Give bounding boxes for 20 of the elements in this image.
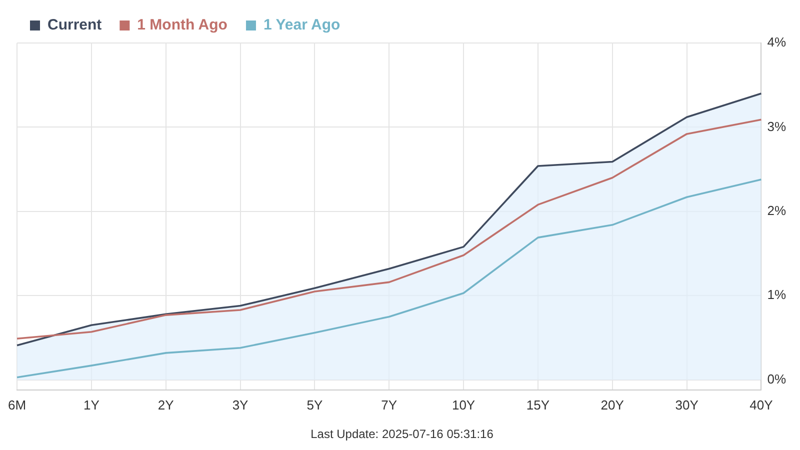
y-tick-label: 2% [767,203,786,218]
x-tick-label: 30Y [675,397,699,412]
x-tick-label: 5Y [306,397,323,412]
x-tick-label: 6M [8,397,26,412]
x-tick-label: 20Y [600,397,624,412]
y-tick-label: 0% [767,371,786,386]
x-tick-label: 10Y [452,397,476,412]
x-tick-label: 15Y [526,397,550,412]
x-tick-label: 2Y [158,397,174,412]
y-tick-label: 3% [767,118,786,134]
legend-label: Current [48,16,102,34]
legend-label: 1 Month Ago [137,16,228,34]
x-tick-label: 40Y [750,397,774,412]
x-tick-label: 7Y [381,397,398,412]
x-tick-label: 3Y [232,397,249,412]
x-tick-label: 1Y [83,397,100,412]
legend-label: 1 Year Ago [263,16,340,34]
y-tick-label: 1% [767,287,786,302]
y-tick-label: 4% [767,34,786,50]
text: Last Update: 2025-07-16 05:31:16 [310,427,494,442]
